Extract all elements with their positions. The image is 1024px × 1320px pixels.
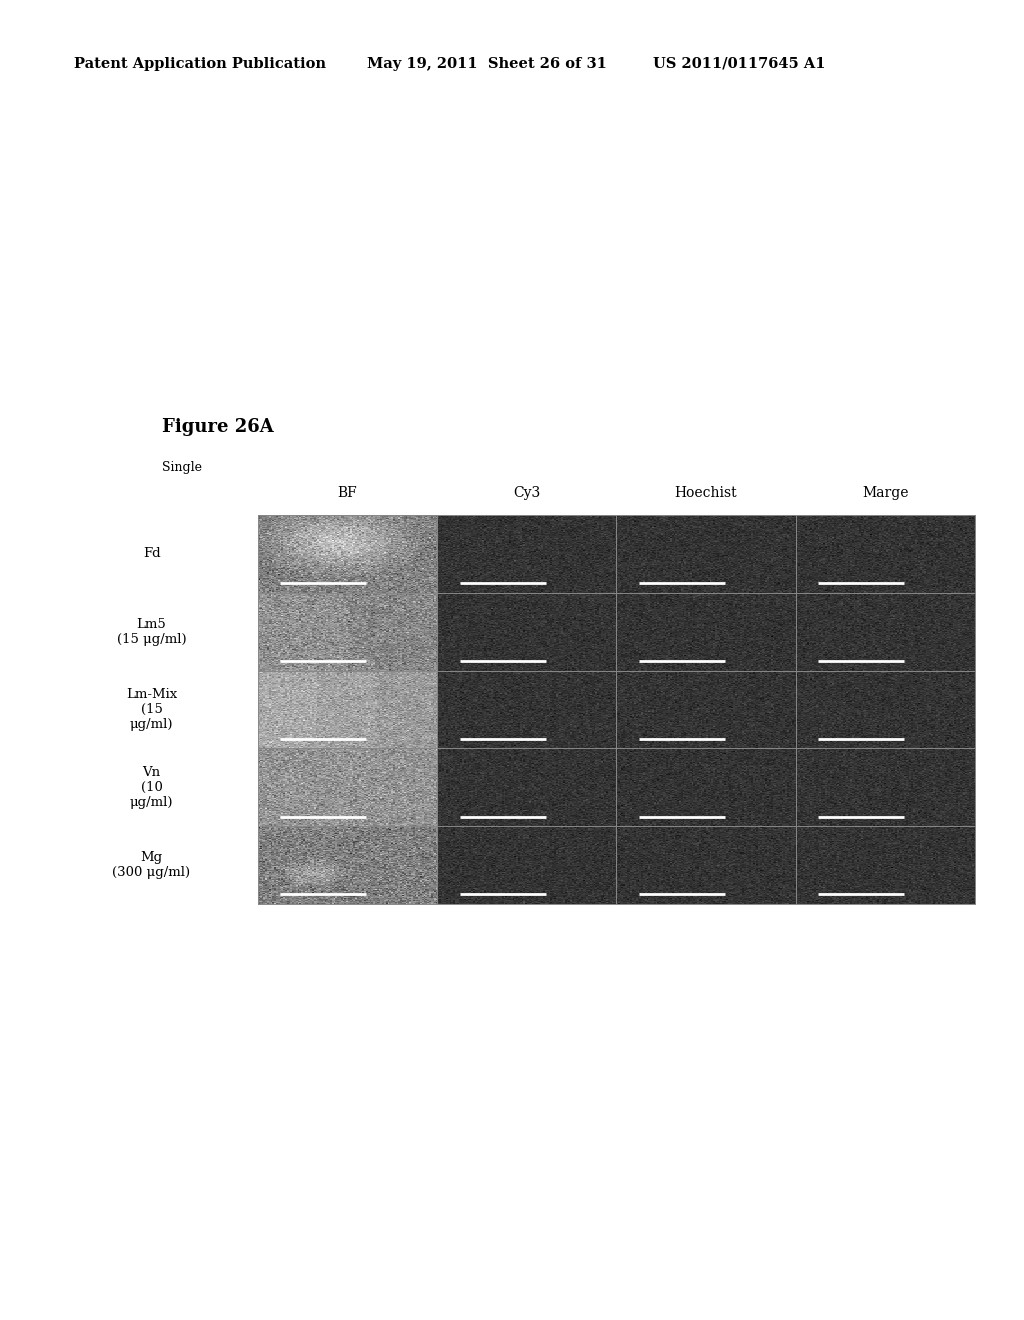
- Text: Single: Single: [162, 461, 202, 474]
- Text: US 2011/0117645 A1: US 2011/0117645 A1: [653, 57, 825, 71]
- Text: Lm5
(15 μg/ml): Lm5 (15 μg/ml): [117, 618, 186, 645]
- Text: May 19, 2011  Sheet 26 of 31: May 19, 2011 Sheet 26 of 31: [367, 57, 606, 71]
- Text: Vn
(10
μg/ml): Vn (10 μg/ml): [130, 766, 173, 809]
- Text: Patent Application Publication: Patent Application Publication: [74, 57, 326, 71]
- Text: Mg
(300 μg/ml): Mg (300 μg/ml): [113, 851, 190, 879]
- Text: Fd: Fd: [142, 548, 161, 560]
- Text: BF: BF: [338, 486, 357, 500]
- Text: Figure 26A: Figure 26A: [162, 418, 273, 437]
- Text: Cy3: Cy3: [513, 486, 541, 500]
- Text: Hoechist: Hoechist: [675, 486, 737, 500]
- Text: Marge: Marge: [862, 486, 908, 500]
- Text: Lm-Mix
(15
μg/ml): Lm-Mix (15 μg/ml): [126, 688, 177, 731]
